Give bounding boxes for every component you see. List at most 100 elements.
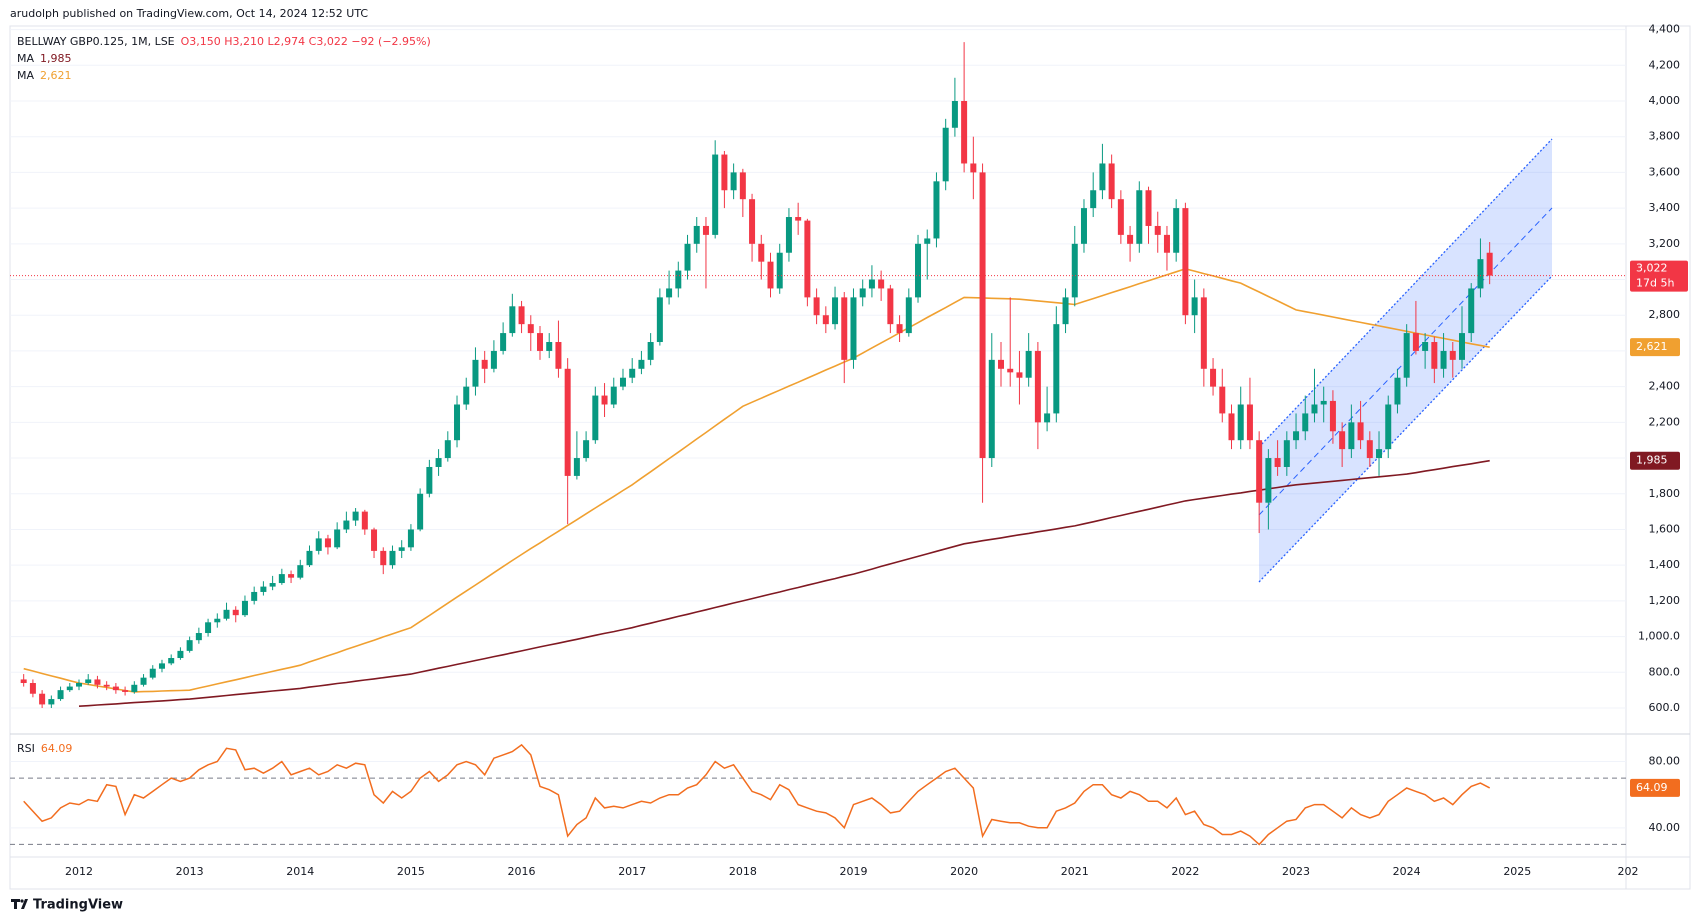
candle-body [297, 565, 304, 578]
candle-body [1486, 252, 1493, 276]
candle-body [988, 359, 995, 459]
candle-body [1412, 333, 1419, 351]
price-tick-label: 1,800 [1649, 487, 1681, 500]
candle-body [702, 225, 709, 235]
candle-body [924, 238, 931, 244]
candle-body [527, 324, 534, 334]
candle-body [610, 386, 617, 405]
candle-body [1053, 324, 1060, 414]
candle-body [1302, 413, 1309, 432]
candle-body [555, 342, 562, 369]
rsi-tick-label: 40.00 [1649, 821, 1681, 834]
candle-body [1246, 404, 1253, 441]
candle-body [490, 350, 497, 369]
candle-body [343, 520, 350, 530]
candle-body [896, 324, 903, 334]
candle-body [1007, 368, 1014, 373]
grid [10, 29, 1626, 845]
candle-body [241, 600, 248, 616]
candle-body [1385, 404, 1392, 450]
candle-body [1163, 234, 1170, 253]
candle-body [1422, 342, 1429, 351]
rsi-legend: RSI 64.09 [17, 742, 72, 755]
candle-body [638, 359, 645, 369]
candle-body [223, 609, 230, 619]
candle-body [481, 359, 488, 369]
candle-body [1136, 190, 1143, 244]
ma-legend: MA 1,985 [17, 52, 72, 65]
candle-body [1403, 333, 1410, 378]
price-tick-label: 3,600 [1649, 165, 1681, 178]
candle-body [998, 359, 1004, 369]
footer-logo [11, 899, 28, 909]
ma-name: MA [17, 52, 34, 65]
price-tick-label: 1,400 [1649, 558, 1681, 571]
candle-body [887, 288, 894, 325]
candle-body [94, 679, 101, 685]
candle-body [601, 395, 608, 405]
x-tick-label: 2021 [1061, 865, 1089, 878]
candle-body [288, 574, 295, 578]
line-series [78, 459, 1490, 707]
candle-body [1329, 400, 1336, 432]
line-series [23, 267, 1490, 693]
candle-body [758, 243, 765, 262]
candle-body [730, 172, 737, 191]
candle-body [1394, 377, 1401, 405]
candle-body [103, 684, 110, 687]
price-tick-label: 3,800 [1649, 130, 1681, 143]
candle-body [398, 547, 405, 551]
rsi-value: 64.09 [41, 742, 73, 755]
candle-body [1283, 440, 1290, 467]
candle-body [1044, 413, 1051, 423]
candle-body [352, 511, 359, 521]
candle-body [546, 342, 553, 351]
candle-body [592, 395, 599, 441]
candle-body [472, 359, 479, 387]
candle-body [324, 538, 331, 548]
x-tick-label: 2024 [1393, 865, 1421, 878]
x-tick-label: 2014 [286, 865, 314, 878]
symbol-title: BELLWAY GBP0.125, 1M, LSE [17, 35, 175, 48]
candle-body [1219, 386, 1226, 414]
candle-body [795, 217, 802, 221]
candle-body [915, 243, 922, 298]
x-tick-label: 202 [1617, 865, 1638, 878]
candle-body [933, 181, 940, 239]
candle-body [1311, 404, 1318, 414]
price-tick-label: 1,000.0 [1638, 630, 1680, 643]
candle-body [205, 622, 212, 634]
ma-name: MA [17, 69, 34, 82]
ma-value-label: 2,621 [1636, 340, 1668, 353]
candle-body [537, 333, 543, 351]
candle-body [417, 493, 424, 530]
ma-legend: MA 2,621 [17, 69, 72, 82]
candle-body [1071, 243, 1078, 298]
candle-body [1256, 440, 1263, 503]
candle-body [214, 618, 221, 623]
candle-body [1062, 297, 1069, 325]
candle-body [739, 172, 746, 200]
candle-body [859, 288, 866, 298]
candle-body [232, 609, 239, 616]
candle-body [1348, 422, 1355, 450]
candle-body [1339, 431, 1346, 450]
logo-icon [11, 899, 28, 909]
candle-body [407, 529, 414, 548]
candle-body [334, 529, 341, 548]
price-tick-label: 2,400 [1649, 380, 1681, 393]
ma-value: 1,985 [40, 52, 72, 65]
candle-body [140, 677, 147, 685]
candle-body [1182, 208, 1189, 316]
candle-body [39, 693, 46, 705]
candle-body [509, 306, 516, 334]
candle-body [1449, 350, 1456, 360]
candle-body [905, 297, 912, 334]
candle-body [260, 586, 267, 592]
candle-body [1145, 190, 1152, 226]
candle-body [1357, 422, 1364, 441]
candle-body [435, 458, 442, 467]
